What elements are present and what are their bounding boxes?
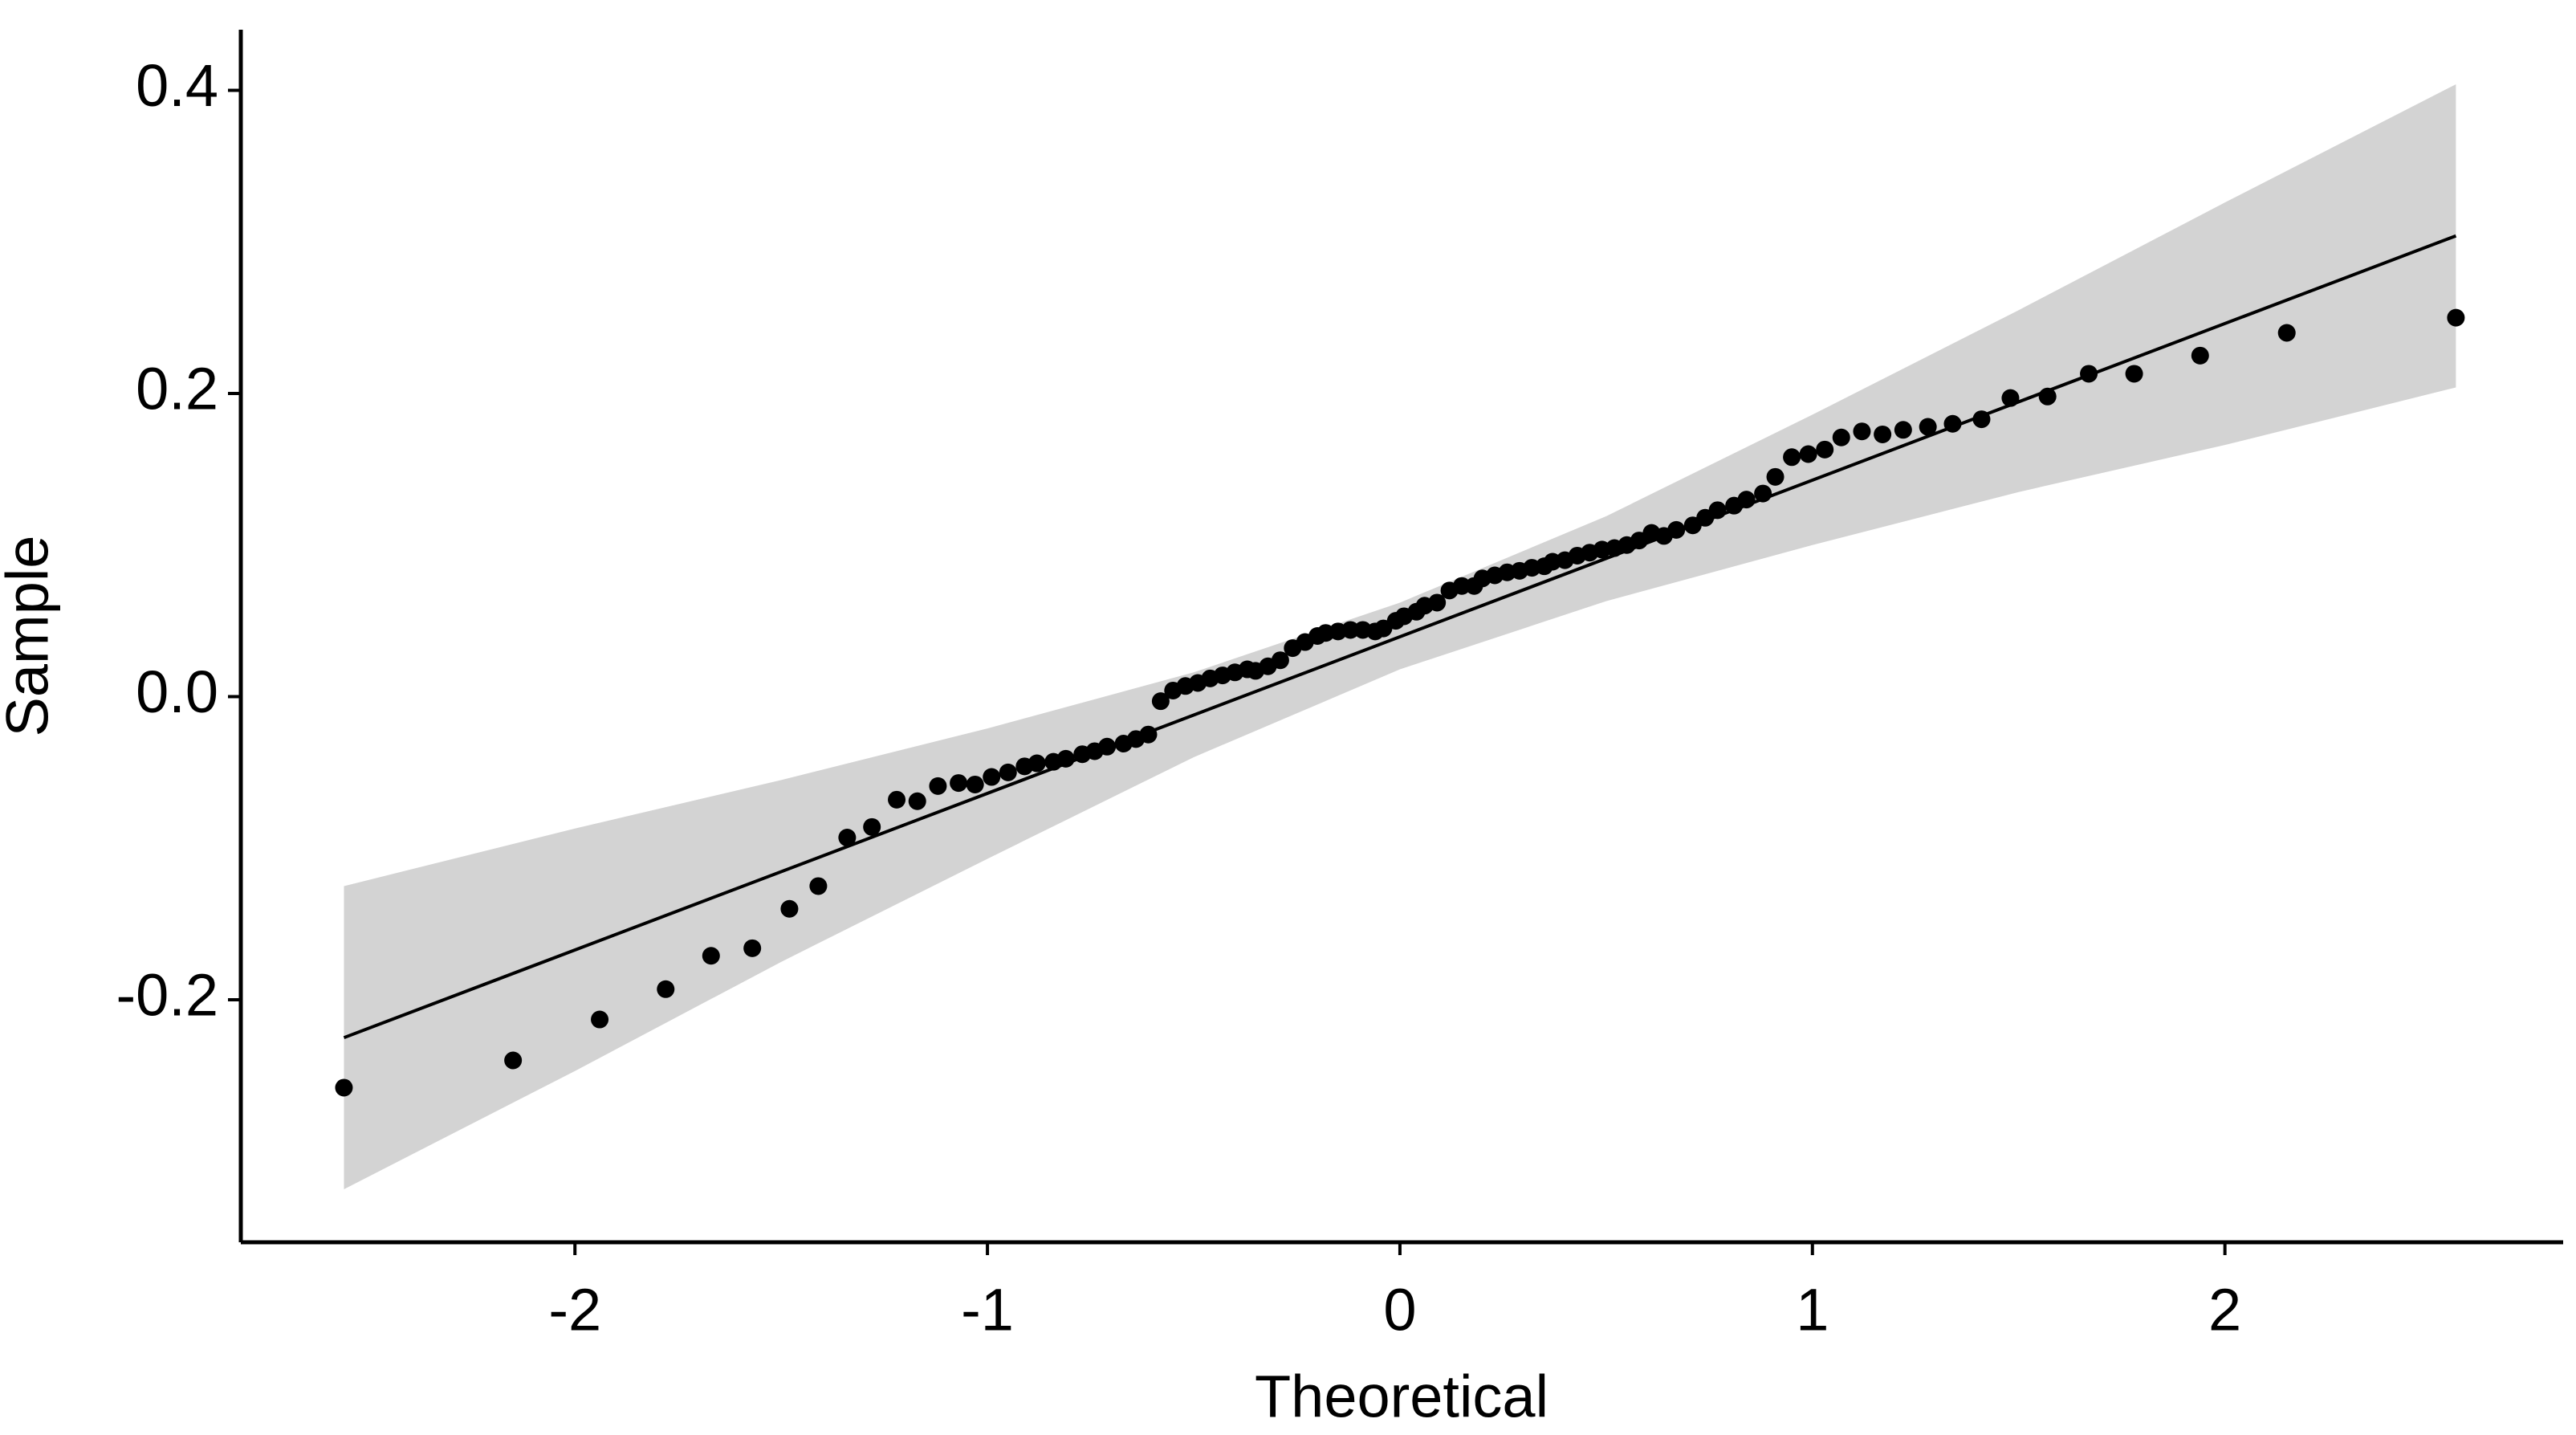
- point: [1894, 421, 1912, 439]
- point: [1098, 737, 1117, 756]
- point: [1874, 425, 1892, 443]
- point: [888, 790, 906, 809]
- point: [2001, 389, 2020, 407]
- x-tick-label: -1: [961, 1277, 1014, 1343]
- point: [863, 817, 881, 836]
- point: [1832, 428, 1850, 446]
- y-tick-label: 0.0: [136, 658, 218, 725]
- point: [2038, 387, 2057, 406]
- point: [983, 768, 1001, 786]
- point: [1667, 520, 1686, 539]
- point: [2125, 365, 2143, 383]
- point: [1972, 410, 1991, 429]
- y-tick-label: -0.2: [116, 962, 218, 1029]
- y-tick-label: 0.2: [136, 356, 218, 422]
- point: [1943, 414, 1962, 433]
- point: [1766, 467, 1784, 486]
- point: [1453, 577, 1471, 595]
- point: [1816, 440, 1834, 459]
- point: [838, 829, 857, 847]
- point: [1853, 422, 1871, 441]
- point: [908, 792, 926, 810]
- point: [2191, 346, 2209, 365]
- point: [1754, 484, 1772, 503]
- point: [335, 1078, 353, 1097]
- point: [1737, 491, 1756, 509]
- point: [1428, 593, 1447, 612]
- point: [999, 763, 1017, 781]
- point: [1139, 725, 1158, 744]
- x-tick-label: 2: [2208, 1277, 2241, 1343]
- point: [2277, 324, 2296, 342]
- point: [929, 777, 947, 795]
- point: [1271, 651, 1289, 670]
- point: [504, 1051, 523, 1070]
- point: [743, 939, 762, 957]
- point: [591, 1010, 609, 1029]
- point: [1708, 501, 1727, 520]
- point: [809, 877, 828, 895]
- point: [1799, 445, 1817, 463]
- point: [966, 775, 984, 793]
- point: [1919, 418, 1937, 436]
- point: [657, 980, 675, 998]
- point: [2447, 308, 2465, 327]
- point: [1028, 754, 1046, 773]
- x-tick-label: 0: [1383, 1277, 1416, 1343]
- point: [2080, 365, 2098, 383]
- x-axis-title: Theoretical: [1255, 1364, 1548, 1430]
- point: [702, 947, 720, 965]
- x-tick-label: 1: [1796, 1277, 1829, 1343]
- point: [1341, 621, 1360, 639]
- y-axis-title: Sample: [0, 536, 61, 737]
- x-tick-label: -2: [548, 1277, 601, 1343]
- point: [1151, 692, 1170, 711]
- point: [1056, 749, 1075, 768]
- point: [780, 899, 799, 918]
- point: [1783, 448, 1801, 467]
- reference-line: [343, 234, 2457, 1040]
- y-tick-label: 0.4: [136, 52, 218, 119]
- point: [950, 774, 968, 793]
